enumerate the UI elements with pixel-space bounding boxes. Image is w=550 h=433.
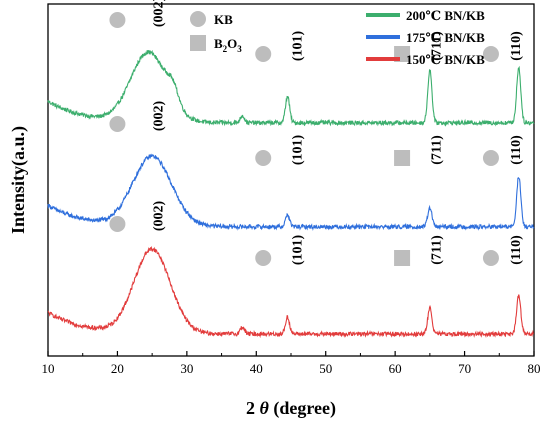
series-line: [47, 49, 535, 127]
x-tick-label: 50: [319, 361, 332, 376]
x-tick-label: 80: [528, 361, 541, 376]
legend-line-label: 200℃ BN/KB: [406, 8, 485, 23]
series-line: [47, 153, 535, 231]
series-layer: [47, 49, 535, 339]
x-tick-label: 10: [42, 361, 55, 376]
kb-circle-icon: [255, 150, 272, 166]
peak-index-label: (110): [509, 235, 524, 265]
x-axis-title: 2 θ (degree): [246, 398, 336, 419]
kb-circle-icon: [109, 216, 126, 232]
legend-markers: KB B2O3: [190, 11, 242, 54]
kb-circle-icon: [255, 250, 272, 266]
peak-index-label: (101): [290, 235, 305, 266]
peak-index-label: (101): [290, 31, 305, 62]
legend-line-label: 175℃ BN/KB: [406, 30, 485, 45]
b2o3-square-icon: [394, 150, 411, 166]
x-tick-label: 30: [180, 361, 193, 376]
b2o3-square-icon: [394, 250, 411, 266]
peak-index-label: (711): [429, 135, 444, 165]
legend-b2o3-label: B2O3: [214, 36, 242, 54]
legend-line-label: 150℃ BN/KB: [406, 52, 485, 67]
peak-index-label: (110): [509, 135, 524, 165]
peak-index-label: (711): [429, 31, 444, 61]
x-axis: 10 20 30 40 50 60 70 80: [42, 351, 541, 376]
kb-circle-icon: [482, 250, 499, 266]
legend-lines: 200℃ BN/KB 175℃ BN/KB 150℃ BN/KB: [366, 8, 485, 67]
peak-index-label: (002): [152, 201, 167, 232]
peak-index-label: (002): [152, 101, 167, 132]
legend-kb-circle-icon: [190, 11, 206, 27]
legend-b2o3-square-icon: [190, 35, 206, 51]
peak-index-label: (002): [152, 0, 167, 27]
kb-circle-icon: [109, 12, 126, 28]
series-line: [47, 245, 534, 339]
x-tick-label: 20: [111, 361, 124, 376]
y-axis-title: Intensity(a.u.): [8, 126, 29, 234]
x-tick-label: 60: [389, 361, 402, 376]
legend-kb-label: KB: [214, 12, 233, 27]
peak-index-label: (711): [429, 235, 444, 265]
kb-circle-icon: [482, 150, 499, 166]
x-tick-label: 70: [458, 361, 471, 376]
legend: KB B2O3 200℃ BN/KB 175℃ BN/KB 150℃ BN/KB: [190, 8, 485, 67]
peak-index-label: (110): [509, 31, 524, 61]
kb-circle-icon: [482, 46, 499, 62]
kb-circle-icon: [255, 46, 272, 62]
x-tick-label: 40: [250, 361, 263, 376]
kb-circle-icon: [109, 116, 126, 132]
peak-index-label: (101): [290, 135, 305, 166]
